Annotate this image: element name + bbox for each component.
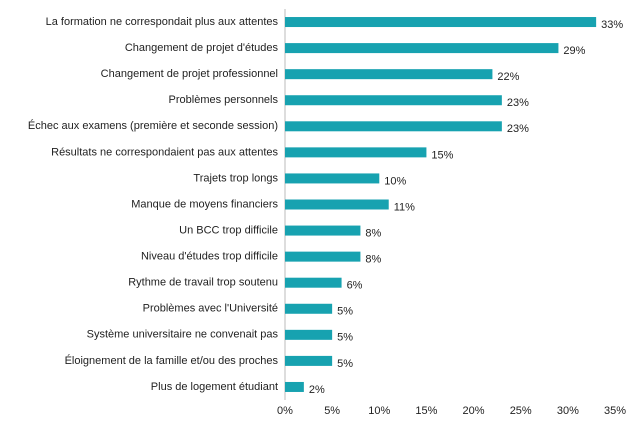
bar — [285, 147, 427, 158]
y-tick-label: Changement de projet d'études — [125, 42, 279, 54]
bar — [285, 121, 502, 132]
bar — [285, 199, 389, 210]
data-label: 8% — [365, 254, 381, 266]
x-tick-label: 5% — [324, 405, 340, 417]
y-tick-label: Échec aux examens (première et seconde s… — [28, 119, 278, 132]
y-tick-label: Problèmes personnels — [169, 94, 279, 106]
x-tick-label: 25% — [510, 405, 532, 417]
data-label: 5% — [337, 358, 353, 370]
data-label: 33% — [601, 19, 623, 31]
bar — [285, 173, 380, 184]
x-tick-label: 30% — [557, 405, 579, 417]
bar — [285, 303, 333, 314]
x-tick-label: 10% — [368, 405, 390, 417]
data-label: 10% — [384, 175, 406, 187]
data-label: 22% — [497, 71, 519, 83]
data-label: 23% — [507, 97, 529, 109]
data-label: 6% — [347, 280, 363, 292]
data-label: 11% — [394, 201, 415, 213]
bar — [285, 329, 333, 340]
bar — [285, 95, 502, 106]
bar — [285, 69, 493, 80]
y-tick-label: Changement de projet professionnel — [101, 68, 278, 80]
data-label: 15% — [431, 149, 453, 161]
bar — [285, 251, 361, 262]
x-tick-label: 20% — [463, 405, 485, 417]
data-label: 29% — [563, 45, 585, 57]
y-tick-label: Niveau d'études trop difficile — [141, 251, 278, 263]
data-label: 8% — [365, 227, 381, 239]
bar — [285, 225, 361, 236]
y-tick-label: Système universitaire ne convenait pas — [87, 329, 279, 341]
y-tick-label: Résultats ne correspondaient pas aux att… — [51, 146, 278, 158]
x-tick-label: 0% — [277, 405, 293, 417]
y-tick-label: Rythme de travail trop soutenu — [128, 277, 278, 289]
y-tick-label: Trajets trop longs — [193, 172, 278, 184]
y-tick-label: La formation ne correspondait plus aux a… — [46, 16, 279, 28]
bar — [285, 381, 304, 392]
bar — [285, 17, 597, 28]
data-label: 2% — [309, 384, 325, 396]
y-tick-label: Plus de logement étudiant — [151, 381, 278, 393]
bar — [285, 277, 342, 288]
y-tick-label: Problèmes avec l'Université — [143, 303, 278, 315]
bar — [285, 43, 559, 54]
x-tick-label: 15% — [415, 405, 437, 417]
bar — [285, 355, 333, 366]
y-tick-label: Éloignement de la famille et/ou des proc… — [65, 354, 279, 367]
data-label: 5% — [337, 306, 353, 318]
data-label: 5% — [337, 332, 353, 344]
x-tick-label: 35% — [604, 405, 626, 417]
y-tick-label: Un BCC trop difficile — [179, 224, 278, 236]
data-label: 23% — [507, 123, 529, 135]
y-tick-label: Manque de moyens financiers — [131, 198, 278, 210]
